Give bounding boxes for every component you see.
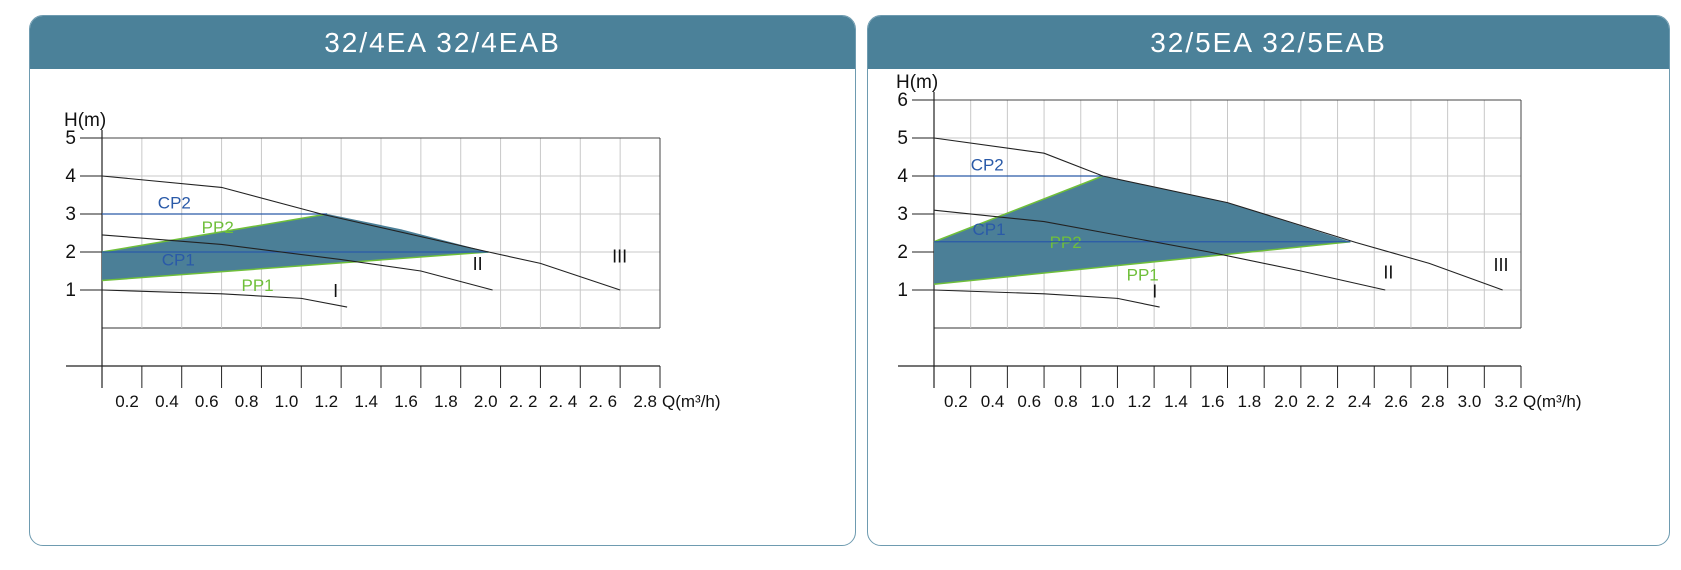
- x-tick-label: 0.6: [1017, 392, 1041, 411]
- y-tick-label: 2: [897, 242, 908, 263]
- x-tick-label: 0.8: [235, 392, 259, 411]
- y-tick-label: 4: [65, 166, 76, 187]
- chart-panel-right: 32/5EA 32/5EAB PP2 PP1 CP2 CP1 I II III 1 2 3 4 5 6 0…: [867, 15, 1670, 546]
- curve-label: II: [1383, 263, 1393, 283]
- pp-line: [933, 175, 1104, 243]
- pump-curve: [101, 175, 621, 291]
- curve-label: II: [473, 254, 483, 274]
- curve-label: I: [333, 281, 338, 301]
- chart-title: 32/5EA 32/5EAB: [868, 16, 1669, 69]
- y-tick-label: 6: [897, 90, 908, 111]
- x-tick-label: 2.8: [633, 392, 657, 411]
- x-tick-label: 2.0: [1274, 392, 1298, 411]
- y-tick-label: 5: [897, 128, 908, 149]
- y-tick-label: 3: [65, 204, 76, 225]
- x-tick-label: 3.0: [1458, 392, 1482, 411]
- x-tick-label: 1.2: [1127, 392, 1151, 411]
- pp-label: PP1: [1127, 266, 1159, 285]
- x-tick-label: 2. 6: [589, 392, 617, 411]
- pump-curve: [101, 234, 493, 291]
- x-tick-label: 2.0: [474, 392, 498, 411]
- y-axis-label: H(m): [64, 110, 106, 131]
- x-tick-label: 2. 2: [1306, 392, 1334, 411]
- pp-label: PP1: [242, 276, 274, 295]
- pp-line: [101, 251, 489, 282]
- cp-label: CP2: [158, 193, 191, 212]
- pump-curve: [101, 289, 348, 308]
- x-tick-label: 3.2: [1494, 392, 1518, 411]
- operating-region: [102, 214, 489, 281]
- chart-title: 32/4EA 32/4EAB: [30, 16, 855, 69]
- x-tick-label: 1.8: [434, 392, 458, 411]
- x-tick-label: 2.6: [1384, 392, 1408, 411]
- x-tick-label: 1.4: [354, 392, 378, 411]
- pump-curve: [933, 289, 1160, 308]
- x-tick-label: 0.6: [195, 392, 219, 411]
- y-tick-label: 3: [897, 204, 908, 225]
- y-axis-label: H(m): [896, 72, 938, 93]
- chart-panel-left: 32/4EA 32/4EAB PP2 PP1 CP2 CP1 I II III 1 2 3 4 5 0.…: [29, 15, 856, 546]
- x-tick-label: 0.2: [944, 392, 968, 411]
- operating-region: [934, 176, 1351, 285]
- y-tick-label: 1: [897, 280, 908, 301]
- x-tick-label: 2. 4: [549, 392, 577, 411]
- pp-label: PP2: [202, 218, 234, 237]
- pump-curve: [933, 209, 1386, 291]
- x-tick-label: 1.8: [1238, 392, 1262, 411]
- x-tick-label: 1.0: [1091, 392, 1115, 411]
- x-tick-label: 0.2: [115, 392, 139, 411]
- cp-label: CP2: [971, 155, 1004, 174]
- x-tick-label: 2.4: [1348, 392, 1372, 411]
- curve-label: I: [1152, 282, 1157, 302]
- curve-label: III: [612, 247, 627, 267]
- x-tick-label: 1.0: [275, 392, 299, 411]
- x-tick-label: 2.8: [1421, 392, 1445, 411]
- x-tick-label: 0.4: [981, 392, 1005, 411]
- pp-line: [933, 240, 1351, 286]
- x-tick-label: 2. 2: [509, 392, 537, 411]
- y-tick-label: 4: [897, 166, 908, 187]
- pump-curve: [933, 137, 1503, 291]
- x-tick-label: 1.2: [315, 392, 339, 411]
- y-tick-label: 1: [65, 280, 76, 301]
- x-tick-label: 1.4: [1164, 392, 1188, 411]
- x-axis-label: Q(m³/h): [662, 392, 721, 411]
- pp-line: [101, 213, 328, 253]
- cp-label: CP1: [162, 250, 195, 269]
- x-tick-label: 1.6: [394, 392, 418, 411]
- curve-label: III: [1493, 255, 1508, 275]
- x-axis-label: Q(m³/h): [1523, 392, 1582, 411]
- x-tick-label: 0.4: [155, 392, 179, 411]
- y-tick-label: 2: [65, 242, 76, 263]
- cp-label: CP1: [973, 220, 1006, 239]
- x-tick-label: 0.8: [1054, 392, 1078, 411]
- x-tick-label: 1.6: [1201, 392, 1225, 411]
- y-tick-label: 5: [65, 128, 76, 149]
- pp-label: PP2: [1050, 233, 1082, 252]
